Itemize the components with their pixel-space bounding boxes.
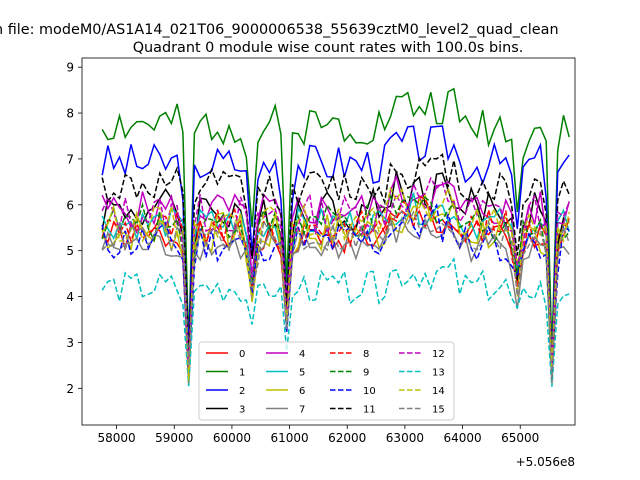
y-tick-label: 5 xyxy=(66,244,74,258)
y-axis: 2 3 4 5 6 7 8 9 xyxy=(66,61,82,396)
x-tick-label: 60000 xyxy=(213,431,251,445)
x-tick-label: 61000 xyxy=(270,431,308,445)
series-line-1 xyxy=(101,87,570,352)
series-line-7 xyxy=(101,216,570,386)
legend-label-6: 6 xyxy=(299,386,305,397)
legend-label-11: 11 xyxy=(363,405,376,416)
series-line-14 xyxy=(101,186,570,381)
legend-label-1: 1 xyxy=(239,368,245,379)
series-line-15 xyxy=(101,210,570,384)
x-axis: 58000 59000 60000 61000 62000 63000 64000 65000 xyxy=(98,425,539,445)
series-line-12 xyxy=(101,176,570,374)
series-line-2 xyxy=(101,125,570,369)
y-tick-label: 4 xyxy=(66,290,74,304)
x-tick-label: 58000 xyxy=(98,431,136,445)
y-tick-label: 9 xyxy=(66,61,74,75)
legend-frame xyxy=(198,341,455,421)
legend-label-8: 8 xyxy=(363,349,369,360)
x-tick-label: 59000 xyxy=(155,431,193,445)
legend-label-14: 14 xyxy=(432,386,445,397)
legend-label-13: 13 xyxy=(432,368,445,379)
y-tick-label: 8 xyxy=(66,107,74,121)
legend-label-7: 7 xyxy=(299,405,305,416)
x-tick-label: 65000 xyxy=(501,431,539,445)
legend-label-10: 10 xyxy=(363,386,376,397)
x-tick-label: 63000 xyxy=(386,431,424,445)
x-tick-label: 62000 xyxy=(328,431,366,445)
series-line-13 xyxy=(101,257,570,387)
series-line-11 xyxy=(101,153,570,373)
y-tick-label: 7 xyxy=(66,152,74,166)
series-line-9 xyxy=(101,194,570,374)
x-tick-label: 64000 xyxy=(443,431,481,445)
legend-label-12: 12 xyxy=(432,349,445,360)
x-offset-label: +5.056e8 xyxy=(516,455,575,469)
legend-label-15: 15 xyxy=(432,405,445,416)
y-tick-label: 3 xyxy=(66,336,74,350)
plot-frame xyxy=(81,57,576,426)
legend-label-3: 3 xyxy=(239,405,245,416)
legend-label-9: 9 xyxy=(363,368,369,379)
legend-label-0: 0 xyxy=(239,349,245,360)
series-layer xyxy=(101,87,570,387)
series-line-6 xyxy=(101,192,570,383)
chart-title: Quadrant 0 module wise count rates with … xyxy=(133,40,524,56)
y-tick-label: 6 xyxy=(66,198,74,212)
chart-suptitle: n file: modeM0/AS1A14_021T06_9000006538_… xyxy=(0,22,559,38)
legend-label-4: 4 xyxy=(299,349,305,360)
y-tick-label: 2 xyxy=(66,382,74,396)
legend-label-5: 5 xyxy=(299,368,305,379)
legend-label-2: 2 xyxy=(239,386,245,397)
